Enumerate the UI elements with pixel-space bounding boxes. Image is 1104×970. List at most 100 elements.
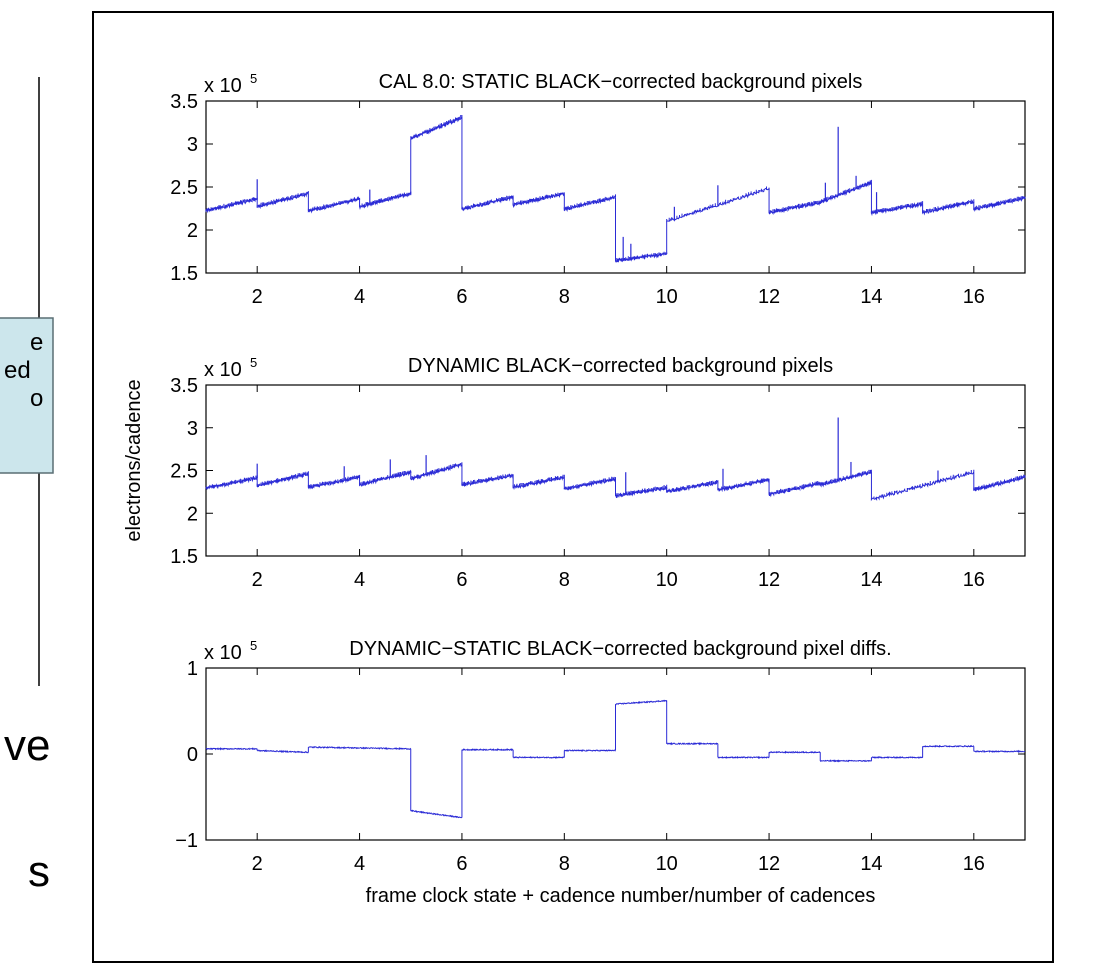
series-segment (256, 471, 309, 488)
x-tick-label: 4 (354, 286, 365, 308)
series-segment (461, 473, 514, 487)
series-segment (819, 759, 872, 763)
series-segment (768, 481, 821, 498)
chart-panel-static: 2 4 6 8 10 12 14 16 1.5 2 2.5 3 3.5 x 10 5 CAL 8.0: STA… (170, 71, 1026, 308)
x-tick-label: 12 (758, 286, 780, 308)
y-tick-label: 2 (187, 503, 198, 525)
series-segment (410, 462, 463, 482)
series-segment (819, 469, 872, 488)
x-tick-label: 16 (963, 853, 985, 875)
chart-panel-diffs: 2 4 6 8 10 12 14 16 −1 0 1 x 10 5 DYNAMIC−STATIC BLAC… (175, 638, 1026, 907)
series-segment (512, 474, 565, 490)
series-segment (512, 192, 565, 209)
x-tick-label: 8 (559, 569, 570, 591)
x-tick-label: 6 (456, 286, 467, 308)
y-tick-label: −1 (175, 830, 198, 852)
series-segment (461, 194, 514, 212)
exponent-label: x 10 (204, 359, 242, 381)
y-axis-label: electrons/cadence (123, 379, 145, 541)
left-fragments: e ed o ve s (0, 77, 54, 896)
series-segment (666, 741, 719, 746)
series-segment (564, 749, 616, 753)
y-tick-label: 3 (187, 418, 198, 440)
y-tick-label: 1.5 (170, 263, 198, 285)
x-tick-label: 16 (963, 569, 985, 591)
exponent-power: 5 (250, 638, 257, 653)
series-segment (359, 469, 412, 487)
exponent-label: x 10 (204, 75, 242, 97)
x-tick-label: 10 (656, 853, 678, 875)
chart-title: DYNAMIC−STATIC BLACK−corrected backgroun… (349, 638, 891, 660)
x-tick-label: 12 (758, 569, 780, 591)
x-tick-label: 10 (656, 569, 678, 591)
series-segment (717, 755, 770, 760)
y-tick-label: 2 (187, 220, 198, 242)
x-axis-label: frame clock state + cadence number/numbe… (366, 885, 876, 907)
x-tick-label: 6 (456, 853, 467, 875)
exponent-power: 5 (250, 71, 257, 86)
series-segment (307, 474, 361, 490)
y-tick-label: 0 (187, 744, 198, 766)
series-segment (307, 196, 361, 214)
x-tick-label: 14 (860, 569, 882, 591)
callout-line-2: ed (4, 357, 31, 384)
series-segment (615, 484, 668, 499)
x-tick-label: 14 (860, 853, 882, 875)
x-tick-label: 14 (860, 286, 882, 308)
series-segment (513, 755, 565, 759)
series-segment (768, 200, 821, 216)
chart-panel-dynamic: 2 4 6 8 10 12 14 16 1.5 2 2.5 3 3.5 x 10 5 DYNAMIC BLAC… (123, 355, 1026, 591)
x-tick-label: 2 (252, 286, 263, 308)
series-segment (768, 750, 821, 754)
series-segment (563, 194, 616, 213)
series-segment (461, 748, 514, 752)
series-segment (922, 199, 975, 216)
series-segment (410, 809, 463, 819)
x-tick-label: 2 (252, 853, 263, 875)
series-segment (819, 179, 872, 204)
series-segment (205, 747, 258, 751)
y-tick-label: 3 (187, 134, 198, 156)
series-segment (615, 699, 668, 706)
series-segment (205, 197, 258, 214)
fragment-text-2: s (28, 847, 50, 896)
exponent-power: 5 (250, 355, 257, 370)
series-segment (870, 469, 975, 502)
x-tick-label: 4 (354, 853, 365, 875)
x-tick-label: 6 (456, 569, 467, 591)
series-segment (871, 756, 924, 760)
callout-line-1: e (30, 329, 43, 356)
x-tick-label: 8 (559, 853, 570, 875)
series-segment (973, 749, 1026, 754)
series-segment (410, 115, 463, 140)
series-segment (256, 191, 309, 210)
series-segment (717, 477, 770, 493)
x-tick-label: 12 (758, 853, 780, 875)
y-tick-label: 3.5 (170, 375, 198, 397)
y-tick-label: 1 (187, 658, 198, 680)
series-segment (973, 474, 1026, 492)
chart-title: DYNAMIC BLACK−corrected background pixel… (408, 355, 833, 377)
x-tick-label: 8 (559, 286, 570, 308)
series-segment (563, 476, 616, 491)
y-tick-label: 1.5 (170, 546, 198, 568)
y-tick-label: 2.5 (170, 461, 198, 483)
series-segment (922, 744, 974, 748)
callout-line-3: o (30, 385, 43, 412)
series-segment (666, 480, 719, 494)
x-tick-label: 2 (252, 569, 263, 591)
x-tick-label: 10 (656, 286, 678, 308)
x-tick-label: 4 (354, 569, 365, 591)
fragment-text-1: ve (4, 721, 50, 770)
callout-box (0, 317, 54, 474)
series-segment (615, 251, 668, 263)
series-segment (359, 191, 412, 210)
series-segment (973, 196, 1026, 213)
y-tick-label: 3.5 (170, 91, 198, 113)
y-tick-label: 2.5 (170, 177, 198, 199)
exponent-label: x 10 (204, 642, 242, 664)
chart-title: CAL 8.0: STATIC BLACK−corrected backgrou… (379, 71, 863, 93)
series-segment (308, 745, 360, 750)
series-segment (359, 746, 412, 751)
